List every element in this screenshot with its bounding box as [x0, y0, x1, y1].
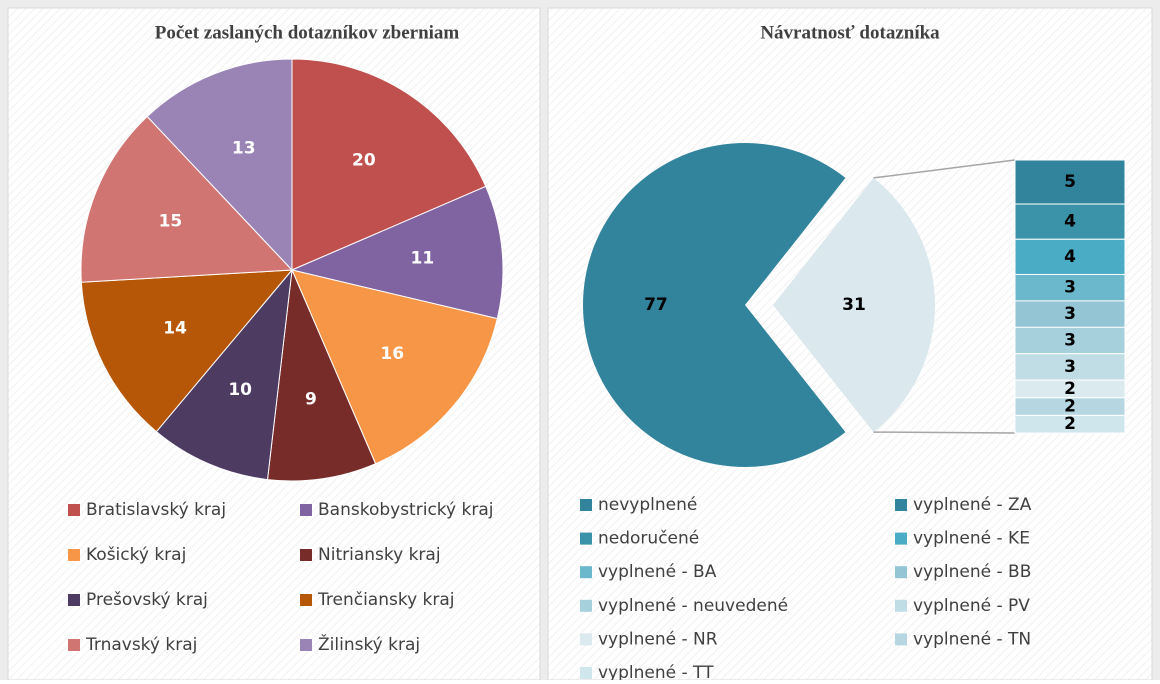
bar-segment — [1014, 414, 1126, 434]
bar-segment — [1014, 326, 1126, 355]
legend-swatch — [68, 594, 80, 606]
bar-segment — [1014, 159, 1126, 205]
chart-title: Počet zaslaných dotazníkov zberniam — [155, 22, 460, 43]
connector — [873, 431, 1016, 434]
data-label: 10 — [228, 380, 252, 400]
data-label: 4 — [1064, 212, 1076, 232]
pie-slice — [80, 115, 294, 283]
data-label: 2 — [1064, 414, 1076, 434]
legend-label: vyplnené - neuvedené — [598, 596, 788, 616]
data-label: 3 — [1064, 278, 1076, 298]
legend-label: Banskobystrický kraj — [318, 500, 493, 520]
legend-swatch — [68, 504, 80, 516]
pie-slice — [583, 143, 846, 468]
data-label: 3 — [1064, 331, 1076, 351]
pie-slice — [773, 177, 935, 433]
legend-label: Košický kraj — [86, 545, 186, 565]
pie-slice — [291, 269, 498, 465]
legend-swatch — [895, 532, 907, 545]
legend-swatch — [580, 566, 592, 579]
pie-slice — [290, 185, 504, 320]
pie-slice — [266, 268, 377, 482]
legend-swatch — [580, 633, 592, 646]
legend-swatch — [68, 549, 80, 561]
legend-label: vyplnené - BB — [913, 562, 1031, 582]
legend-label: Bratislavský kraj — [86, 500, 226, 520]
legend-swatch — [895, 599, 907, 612]
legend-label: vyplnené - KE — [913, 529, 1030, 549]
data-label: 3 — [1064, 357, 1076, 377]
legend-swatch — [300, 549, 312, 561]
legend-label: vyplnené - TT — [598, 663, 714, 680]
data-label: 11 — [410, 249, 434, 269]
data-label: 2 — [1064, 397, 1076, 417]
data-label: 31 — [842, 295, 866, 315]
legend-label: vyplnené - ZA — [913, 495, 1032, 515]
data-label: 20 — [352, 151, 376, 171]
legend-swatch — [895, 499, 907, 511]
bar-segment — [1014, 273, 1126, 302]
legend-label: vyplnené - PV — [913, 596, 1030, 616]
legend-label: Trenčiansky kraj — [317, 590, 455, 610]
data-label: 2 — [1064, 379, 1076, 399]
bar-segment — [1014, 300, 1126, 328]
chart-title: Návratnosť dotazníka — [760, 22, 940, 43]
legend-label: nedoručené — [598, 529, 699, 549]
pie-slice — [291, 58, 487, 271]
legend-label: vyplnené - NR — [598, 629, 718, 649]
pie-slice — [80, 269, 294, 433]
pie-slice — [155, 268, 293, 481]
data-label: 3 — [1064, 304, 1076, 324]
data-label: 15 — [159, 212, 183, 232]
data-label: 4 — [1064, 247, 1076, 267]
data-label: 14 — [163, 319, 187, 339]
bar-segment — [1014, 353, 1126, 381]
legend-swatch — [580, 532, 592, 545]
legend-label: Žilinský kraj — [318, 633, 420, 655]
data-label: 13 — [232, 138, 256, 158]
legend-label: Prešovský kraj — [86, 590, 208, 610]
connector — [873, 159, 1016, 179]
legend-swatch — [580, 599, 592, 612]
legend-swatch — [300, 594, 312, 606]
data-label: 77 — [644, 295, 668, 315]
legend-label: Nitriansky kraj — [318, 545, 441, 565]
legend-label: Trnavský kraj — [85, 635, 197, 655]
data-label: 9 — [305, 389, 317, 409]
legend-label: nevyplnené — [598, 495, 697, 515]
data-label: 5 — [1064, 172, 1076, 192]
legend-swatch — [895, 566, 907, 579]
legend-label: vyplnené - BA — [598, 562, 717, 582]
legend-swatch — [580, 667, 592, 679]
bar-segment — [1014, 203, 1126, 240]
legend-swatch — [300, 639, 312, 651]
pie-slice — [146, 58, 293, 272]
legend-swatch — [300, 504, 312, 516]
legend-swatch — [580, 499, 592, 511]
legend-label: vyplnené - TN — [913, 629, 1031, 649]
legend-swatch — [895, 633, 907, 646]
data-label: 16 — [380, 344, 404, 364]
legend-swatch — [68, 639, 80, 651]
